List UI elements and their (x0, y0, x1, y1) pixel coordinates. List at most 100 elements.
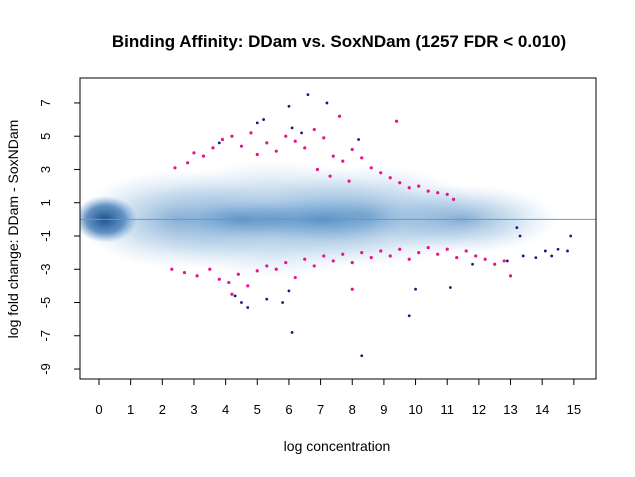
extreme-point (569, 234, 573, 238)
x-tick-label: 11 (440, 402, 454, 417)
significant-point (436, 252, 440, 256)
extreme-point (290, 331, 294, 334)
significant-point (255, 152, 259, 157)
significant-point (379, 249, 383, 253)
significant-point (388, 254, 392, 258)
significant-point (192, 151, 196, 155)
data-points (170, 93, 573, 358)
extreme-point (521, 254, 525, 258)
x-tick-label: 6 (285, 402, 292, 417)
extreme-point (325, 101, 329, 105)
x-tick-label: 4 (222, 402, 229, 417)
significant-point (201, 154, 206, 158)
extreme-point (262, 118, 266, 121)
significant-point (502, 259, 506, 263)
significant-point (445, 247, 449, 251)
significant-point (293, 275, 297, 280)
significant-point (337, 114, 342, 118)
significant-point (464, 249, 468, 253)
significant-point (236, 272, 240, 276)
extreme-point (233, 294, 237, 298)
extreme-point (281, 301, 285, 304)
y-tick-label: 7 (38, 99, 53, 106)
significant-point (211, 146, 215, 150)
x-tick-label: 9 (380, 402, 387, 417)
extreme-point (556, 247, 560, 251)
significant-point (417, 184, 421, 188)
extreme-point (515, 226, 519, 230)
significant-point (303, 257, 307, 261)
extreme-point (287, 289, 291, 293)
significant-point (195, 274, 199, 278)
significant-point (474, 254, 478, 258)
x-tick-label: 3 (190, 402, 197, 417)
significant-point (284, 260, 288, 265)
extreme-point (255, 121, 259, 125)
significant-point (350, 260, 354, 265)
extreme-point (414, 287, 417, 291)
y-tick-label: -5 (38, 297, 53, 309)
significant-point (284, 134, 288, 138)
significant-point (398, 181, 402, 185)
extreme-point (360, 354, 364, 358)
significant-point (451, 197, 456, 201)
significant-point (331, 259, 335, 263)
significant-point (322, 254, 326, 258)
significant-point (230, 134, 234, 138)
significant-point (255, 269, 259, 273)
significant-point (455, 256, 459, 260)
significant-point (293, 139, 297, 143)
significant-point (347, 179, 351, 183)
x-tick-label: 10 (408, 402, 422, 417)
significant-point (360, 251, 364, 255)
significant-point (379, 171, 383, 175)
x-tick-label: 15 (567, 402, 581, 417)
significant-point (331, 154, 335, 158)
significant-point (407, 186, 411, 190)
y-axis-label: log fold change: DDam - SoxNDam (5, 120, 21, 339)
extreme-point (240, 301, 243, 304)
extreme-point (287, 104, 291, 108)
significant-point (274, 267, 278, 271)
extreme-point (290, 126, 294, 130)
significant-point (398, 247, 402, 251)
x-tick-label: 12 (472, 402, 486, 417)
y-tick-label: -9 (38, 363, 53, 375)
significant-point (303, 146, 307, 150)
significant-point (350, 287, 354, 291)
extreme-point (518, 234, 522, 238)
significant-point (312, 264, 316, 268)
extreme-point (407, 314, 411, 318)
plot-frame (79, 77, 597, 380)
x-tick-label: 0 (95, 402, 102, 417)
significant-point (369, 166, 373, 170)
significant-point (436, 191, 440, 195)
significant-point (265, 264, 269, 268)
significant-point (388, 176, 392, 180)
y-tick-label: 3 (38, 166, 53, 173)
significant-point (230, 292, 234, 296)
significant-point (445, 192, 449, 197)
x-axis-label: log concentration (284, 438, 391, 454)
significant-point (170, 267, 174, 271)
y-tick-label: -7 (38, 330, 53, 342)
extreme-point (543, 249, 547, 253)
y-tick-label: -3 (38, 263, 53, 275)
extreme-point (448, 286, 452, 289)
y-tick-label: 1 (38, 199, 53, 206)
significant-point (208, 267, 212, 271)
significant-point (220, 137, 225, 142)
significant-point (246, 284, 250, 288)
x-tick-label: 2 (159, 402, 166, 417)
significant-point (493, 262, 497, 266)
significant-point (217, 277, 221, 281)
extreme-point (300, 131, 303, 135)
extreme-point (217, 141, 221, 145)
extreme-point (306, 93, 310, 97)
significant-point (227, 280, 231, 285)
x-tick-label: 8 (349, 402, 356, 417)
significant-point (315, 167, 320, 172)
x-axis: 0 1 2 3 4 5 6 7 8 9 10 11 12 13 14 15 (95, 379, 581, 417)
significant-point (173, 166, 177, 170)
